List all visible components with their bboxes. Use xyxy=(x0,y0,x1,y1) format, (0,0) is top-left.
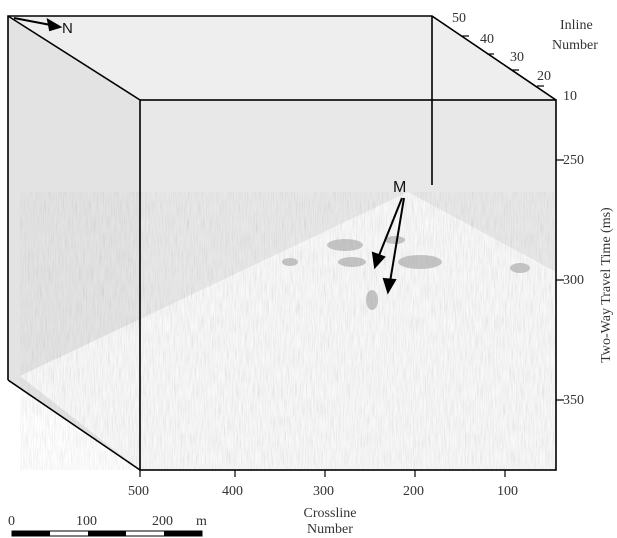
crossline-tick-100: 100 xyxy=(497,484,518,499)
north-arrow-icon xyxy=(13,17,63,32)
crossline-axis-title-2: Number xyxy=(307,522,353,537)
north-label: N xyxy=(62,20,73,37)
scale-label-0: 0 xyxy=(8,514,15,529)
inline-tick-10: 10 xyxy=(563,89,577,104)
scale-unit: m xyxy=(196,514,207,529)
crossline-tick-500: 500 xyxy=(128,484,149,499)
time-tick-250: 250 xyxy=(563,153,584,168)
inline-axis-title-2: Number xyxy=(552,38,598,53)
inline-tick-40: 40 xyxy=(480,32,494,47)
crossline-tick-300: 300 xyxy=(313,484,334,499)
marker-label: M xyxy=(393,179,406,196)
inline-tick-30: 30 xyxy=(510,50,524,65)
scale-label-100: 100 xyxy=(76,514,97,529)
inline-axis xyxy=(431,15,557,101)
inline-tick-50: 50 xyxy=(452,11,466,26)
crossline-tick-200: 200 xyxy=(403,484,424,499)
scale-label-200: 200 xyxy=(152,514,173,529)
time-axis-ticks xyxy=(556,159,564,401)
time-tick-300: 300 xyxy=(563,273,584,288)
marker-arrows-icon xyxy=(371,197,405,295)
scale-bar xyxy=(11,530,203,537)
crossline-axis-title-1: Crossline xyxy=(304,506,357,521)
crossline-axis-ticks xyxy=(139,470,506,477)
crossline-tick-400: 400 xyxy=(222,484,243,499)
time-axis-title: Two-Way Travel Time (ms) xyxy=(599,207,614,363)
time-tick-350: 350 xyxy=(563,393,584,408)
inline-tick-20: 20 xyxy=(537,69,551,84)
amplitude-anomaly xyxy=(282,236,530,310)
inline-axis-title-1: Inline xyxy=(560,18,593,33)
volume-top-face xyxy=(8,16,556,100)
